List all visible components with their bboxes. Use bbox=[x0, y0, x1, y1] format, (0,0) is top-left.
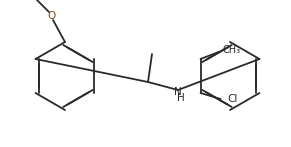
Text: O: O bbox=[47, 11, 55, 21]
Text: H: H bbox=[177, 93, 185, 103]
Text: N: N bbox=[174, 87, 182, 97]
Text: Cl: Cl bbox=[228, 94, 238, 104]
Text: CH₃: CH₃ bbox=[223, 45, 241, 55]
